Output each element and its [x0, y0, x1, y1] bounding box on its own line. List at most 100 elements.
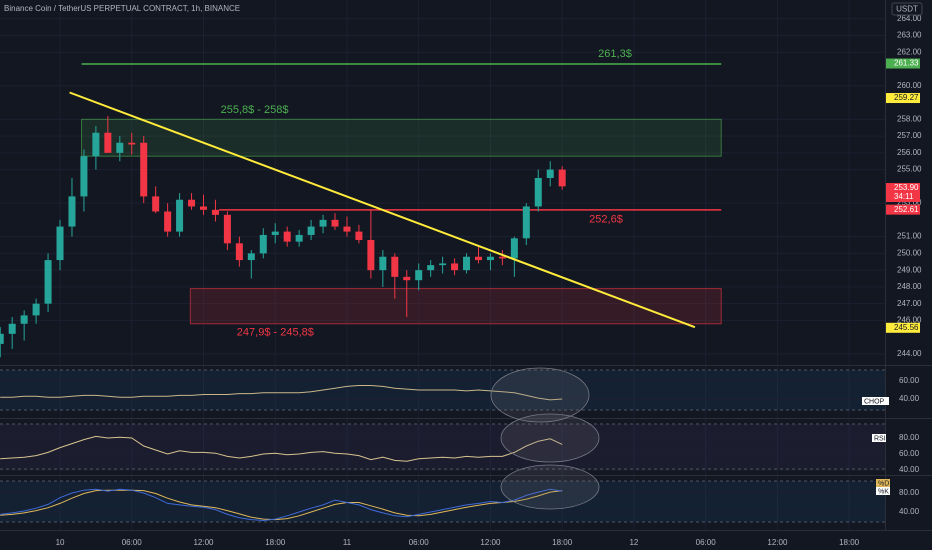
indicator-tick-label: 80.00: [899, 433, 920, 442]
indicator-line: [0, 435, 563, 462]
highlight-circle: [490, 367, 590, 423]
trendline: [69, 91, 696, 329]
indicator-tick-label: 60.00: [899, 449, 920, 458]
indicator-tick-label: 60.00: [899, 376, 920, 385]
price-badge: [886, 58, 920, 69]
candle-body: [80, 156, 88, 197]
candle-body: [319, 219, 327, 227]
candle-body: [379, 256, 387, 271]
candle-body: [439, 263, 447, 266]
y-tick-label: 251.00: [897, 232, 922, 241]
candle-body: [295, 234, 303, 242]
y-tick-label: 250.00: [897, 248, 922, 257]
x-tick-label: 12:00: [193, 538, 214, 547]
y-tick-label: 246.00: [897, 316, 922, 325]
price-badge-label: 245.56: [894, 323, 919, 332]
x-tick-label: 06:00: [122, 538, 143, 547]
candle-body: [510, 238, 518, 259]
candle-body: [546, 169, 554, 178]
series-label: %D: [878, 480, 889, 487]
x-tick-label: 18:00: [839, 538, 860, 547]
candle-body: [486, 256, 494, 261]
candle-body: [223, 214, 231, 244]
x-tick-label: 06:00: [696, 538, 717, 547]
series-label: %K: [878, 488, 889, 495]
y-tick-label: 264.00: [897, 14, 922, 23]
indicator-tick-label: 40.00: [899, 394, 920, 403]
candle-body: [271, 231, 279, 235]
price-badge-label: 253.90: [894, 183, 919, 192]
indicator-tick-label: 40.00: [899, 465, 920, 474]
candle-body: [20, 315, 28, 324]
candle-body: [32, 303, 40, 316]
series-label-box: [872, 434, 886, 442]
indicator-tick-label: 80.00: [899, 488, 920, 497]
highlight-circle: [500, 464, 600, 510]
candle-body: [56, 226, 64, 261]
candle-body: [367, 239, 375, 271]
price-zone: [81, 118, 722, 157]
candle-body: [199, 206, 207, 210]
candle-body: [451, 263, 459, 271]
candle-body: [116, 142, 124, 153]
y-tick-label: 263.00: [897, 31, 922, 40]
series-label-box: [876, 487, 890, 495]
indicator-band: [0, 424, 885, 469]
candle-body: [104, 132, 112, 153]
highlight-circle: [500, 413, 600, 463]
price-zone: [189, 288, 722, 325]
candle-body: [247, 253, 255, 261]
candle-body: [140, 142, 148, 197]
y-tick-label: 248.00: [897, 282, 922, 291]
x-tick-label: 11: [343, 538, 352, 547]
chart-title: Binance Coin / TetherUS PERPETUAL CONTRA…: [4, 4, 240, 13]
candle-body: [128, 142, 136, 145]
series-label: RSI: [874, 435, 886, 442]
candle-body: [307, 226, 315, 235]
candle-body: [343, 226, 351, 232]
candle-body: [0, 333, 4, 344]
x-tick-label: 12:00: [767, 538, 788, 547]
level-label: 261,3$: [598, 48, 632, 60]
level-label: 252,6$: [589, 214, 623, 226]
price-badge: [886, 183, 920, 203]
price-badge-label: 261.33: [894, 59, 919, 68]
candle-body: [176, 199, 184, 232]
candle-body: [403, 276, 411, 281]
y-tick-label: 256.00: [897, 148, 922, 157]
y-tick-label: 255.00: [897, 165, 922, 174]
candle-body: [522, 206, 530, 239]
y-tick-label: 260.00: [897, 81, 922, 90]
currency-box: [891, 2, 923, 16]
candle-body: [558, 169, 566, 187]
candle-body: [283, 231, 291, 242]
candle-body: [498, 256, 506, 259]
x-tick-label: 12: [629, 538, 638, 547]
series-label-box: [876, 479, 890, 487]
y-tick-label: 253.00: [897, 198, 922, 207]
candle-body: [474, 256, 482, 261]
candle-body: [188, 199, 196, 207]
candle-body: [152, 196, 160, 212]
candle-body: [331, 219, 339, 227]
y-tick-label: 244.00: [897, 349, 922, 358]
price-badge: [886, 322, 920, 333]
candle-body: [391, 256, 399, 277]
price-badge: [886, 93, 920, 104]
candle-body: [8, 323, 16, 334]
candle-body: [534, 177, 542, 207]
x-tick-label: 18:00: [265, 538, 286, 547]
y-tick-label: 262.00: [897, 47, 922, 56]
zone-label: 247,9$ - 245,8$: [237, 327, 314, 339]
indicator-band: [0, 481, 885, 522]
y-tick-label: 249.00: [897, 265, 922, 274]
y-tick-label: 258.00: [897, 114, 922, 123]
zone-label: 255,8$ - 258$: [221, 104, 289, 116]
x-tick-label: 10: [56, 538, 65, 547]
candle-body: [355, 231, 363, 240]
x-tick-label: 12:00: [480, 538, 501, 547]
countdown: 34:11: [894, 192, 914, 201]
price-badge: [886, 204, 920, 215]
